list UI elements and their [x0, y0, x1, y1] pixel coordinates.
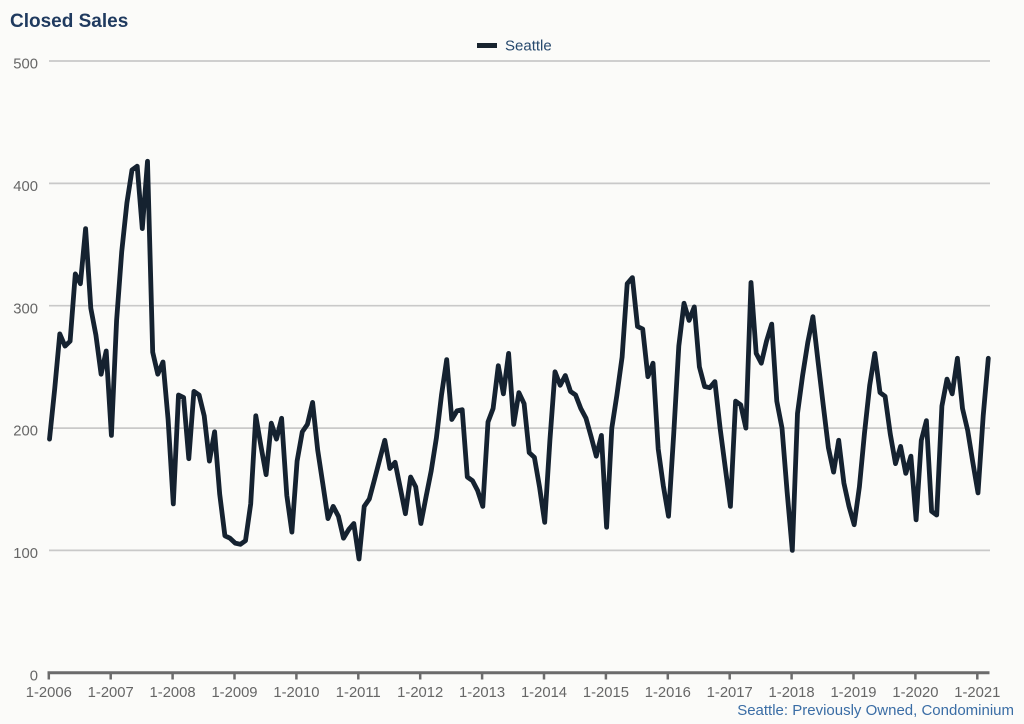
svg-text:1-2007: 1-2007 [88, 685, 134, 701]
svg-text:1-2009: 1-2009 [211, 685, 257, 701]
svg-text:400: 400 [13, 179, 38, 195]
svg-text:1-2017: 1-2017 [707, 685, 753, 701]
svg-text:100: 100 [13, 546, 38, 562]
svg-text:1-2020: 1-2020 [892, 685, 938, 701]
svg-text:300: 300 [13, 301, 38, 317]
svg-text:1-2011: 1-2011 [336, 685, 381, 701]
svg-text:1-2010: 1-2010 [273, 685, 319, 701]
svg-text:1-2014: 1-2014 [521, 685, 567, 701]
svg-text:1-2019: 1-2019 [830, 685, 876, 701]
svg-text:200: 200 [13, 424, 38, 440]
svg-text:1-2006: 1-2006 [26, 685, 72, 701]
svg-text:1-2013: 1-2013 [459, 685, 505, 701]
svg-text:500: 500 [13, 57, 38, 73]
svg-text:1-2018: 1-2018 [769, 685, 815, 701]
svg-text:1-2012: 1-2012 [397, 685, 443, 701]
svg-text:Closed Sales: Closed Sales [10, 11, 128, 32]
svg-text:Seattle: Previously Owned, Con: Seattle: Previously Owned, Condominium [737, 702, 1014, 719]
svg-text:Seattle: Seattle [505, 38, 552, 55]
svg-text:1-2015: 1-2015 [583, 685, 629, 701]
svg-text:1-2016: 1-2016 [645, 685, 691, 701]
svg-text:0: 0 [30, 668, 38, 684]
svg-text:1-2021: 1-2021 [954, 685, 1000, 701]
svg-text:1-2008: 1-2008 [150, 685, 196, 701]
